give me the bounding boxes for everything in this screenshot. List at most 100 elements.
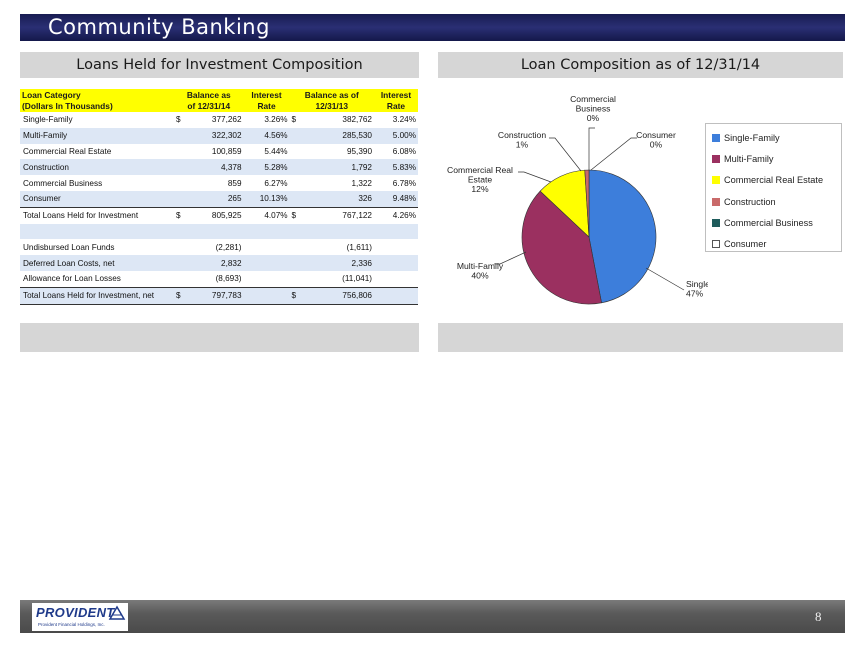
- slice-label: Multi-Family 40%: [457, 261, 504, 281]
- currency-2014: [174, 239, 186, 255]
- row-label: Consumer: [20, 190, 174, 208]
- leader-line: [518, 171, 552, 183]
- legend-item: Multi-Family: [712, 154, 774, 164]
- balance-2014: 100,859: [211, 146, 242, 156]
- legend-swatch: [712, 155, 720, 164]
- slice-label: Commercial Business 0%: [570, 94, 616, 123]
- row-label: Construction: [20, 159, 174, 176]
- row-label: Total Loans Held for Investment: [20, 206, 174, 224]
- logo-wordmark: PROVIDENT: [36, 605, 115, 620]
- currency-2014: [174, 159, 186, 176]
- legend-swatch: [712, 197, 720, 206]
- legend-item: Consumer: [712, 239, 766, 249]
- table-row: [20, 223, 418, 240]
- currency-2013: [290, 239, 302, 255]
- rate-2013: [374, 223, 418, 240]
- legend-label: Commercial Business: [724, 217, 813, 228]
- currency-2013: [289, 190, 302, 208]
- rate-2013: [374, 286, 418, 305]
- balance-2013: 2,336: [301, 255, 374, 271]
- leader-line: [549, 137, 582, 172]
- rate-2014: 4.56%: [243, 127, 290, 144]
- legend-swatch: [712, 176, 720, 185]
- table-row: Commercial Real Estate 100,859 5.44% 95,390…: [20, 144, 418, 160]
- page-number: 8: [815, 609, 822, 624]
- balance-2013: 285,530: [301, 127, 374, 144]
- balance-2013: 767,122: [301, 206, 374, 224]
- table-row: Deferred Loan Costs, net 2,832 2,336: [20, 255, 418, 271]
- right-panel-heading: Loan Composition as of 12/31/14: [438, 52, 843, 78]
- rate-2014: 5.28%: [243, 159, 290, 176]
- table-row: Multi-Family 322,302 4.56% 285,530 5.00%: [20, 127, 418, 144]
- currency-2013: [289, 159, 302, 176]
- legend-item: Single-Family: [712, 133, 780, 143]
- right-panel-footer: [438, 323, 843, 352]
- legend-swatch: [712, 240, 720, 248]
- header-balance-2013: Balance as of 12/31/13: [289, 89, 374, 112]
- row-label: Allowance for Loan Losses: [23, 274, 121, 284]
- legend-swatch: [712, 218, 720, 227]
- table-row: Undisbursed Loan Funds (2,281) (1,611): [20, 239, 418, 255]
- slice-label: Construction 1%: [498, 130, 546, 150]
- row-label: Multi-Family: [20, 127, 174, 144]
- legend-label: Consumer: [724, 239, 767, 249]
- rate-2014: 3.26%: [264, 115, 288, 125]
- currency-2014: [174, 127, 186, 144]
- table-row: Allowance for Loan Losses (8,693) (11,041): [20, 271, 418, 287]
- header-rate-2013: Interest Rate: [374, 89, 418, 112]
- leader-line: [494, 251, 527, 265]
- currency-2013: [290, 175, 302, 191]
- rate-2013: 9.48%: [374, 190, 418, 208]
- currency-2013: [289, 255, 302, 271]
- currency-2014: [174, 144, 186, 160]
- table-row: Total Loans Held for Investment, net $797…: [20, 286, 418, 305]
- row-label: Undisbursed Loan Funds: [23, 242, 115, 252]
- balance-2014: 265: [186, 190, 244, 208]
- rate-2013: [374, 255, 418, 271]
- legend-item: Construction: [712, 197, 776, 207]
- currency-2013: [290, 144, 302, 160]
- balance-2013: 326: [301, 190, 374, 208]
- rate-2013: 4.26%: [374, 206, 418, 224]
- table-row: Single-Family $377,262 3.26% $382,762 3.24%: [20, 112, 418, 128]
- rate-2014: [244, 271, 290, 287]
- pie-slice-single-family: [588, 169, 657, 304]
- footer-bar: [20, 600, 845, 633]
- balance-2013: 756,806: [301, 286, 374, 305]
- currency-2013: $: [289, 286, 302, 305]
- currency-2014: [174, 223, 186, 240]
- rate-2013: 5.00%: [374, 127, 418, 144]
- slice-label: Commercial Real Estate 12%: [447, 165, 513, 194]
- rate-2014: 4.07%: [243, 206, 290, 224]
- balance-2014: (2,281): [215, 242, 242, 252]
- balance-2013: 382,762: [342, 115, 372, 125]
- currency-2014: $: [176, 115, 181, 125]
- loans-table: Loan Category (Dollars In Thousands) Bala…: [20, 89, 418, 305]
- balance-2013: 95,390: [346, 146, 372, 156]
- legend-label: Multi-Family: [724, 154, 774, 165]
- currency-2013: $: [289, 206, 302, 224]
- rate-2013: 6.78%: [392, 178, 416, 188]
- legend-label: Commercial Real Estate: [724, 175, 824, 186]
- rate-2013: [374, 239, 418, 255]
- currency-2014: [174, 190, 186, 208]
- currency-2014: [174, 175, 186, 191]
- legend-label: Single-Family: [724, 133, 780, 143]
- slide-title: Community Banking: [48, 15, 270, 39]
- rate-2014: 6.27%: [264, 178, 288, 188]
- currency-2013: [290, 271, 302, 287]
- balance-2014: [186, 223, 244, 240]
- rate-2013: 5.83%: [374, 159, 418, 176]
- row-label: Single-Family: [23, 115, 73, 125]
- rate-2014: [243, 286, 290, 305]
- provident-logo: PROVIDENT Provident Financial Holdings, …: [32, 603, 128, 631]
- left-panel-heading: Loans Held for Investment Composition: [20, 52, 419, 78]
- table-row: Construction 4,378 5.28% 1,792 5.83%: [20, 159, 418, 176]
- legend-swatch: [712, 134, 720, 142]
- row-label: Deferred Loan Costs, net: [20, 255, 174, 271]
- leader-line: [588, 127, 595, 170]
- rate-2014: 5.44%: [264, 146, 288, 156]
- leader-line: [645, 267, 685, 291]
- currency-2014: [174, 255, 186, 271]
